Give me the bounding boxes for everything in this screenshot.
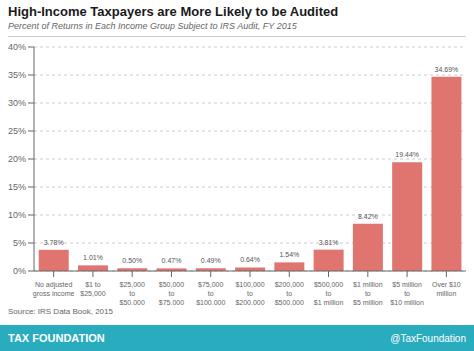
html-text:Source: IRS Data Book, 2015: Source: IRS Data Book, 2015 [8,307,113,316]
svg-text:0.49%: 0.49% [201,257,221,264]
svg-text:$75,000to$100,000: $75,000to$100,000 [196,281,225,305]
svg-text:5%: 5% [13,238,26,248]
html-text:High-Income Taxpayers are More: High-Income Taxpayers are More Likely to… [8,4,339,19]
svg-text:30%: 30% [8,98,26,108]
svg-text:20%: 20% [8,154,26,164]
svg-text:Over $10million: Over $10million [432,281,461,297]
html-text:Percent of Returns in Each Inc: Percent of Returns in Each Income Group … [8,21,297,31]
svg-text:25%: 25% [8,126,26,136]
svg-text:$200,000to$500,000: $200,000to$500,000 [275,281,304,305]
svg-text:$50,000to$75,000: $50,000to$75,000 [159,281,184,305]
html-text:TAX FOUNDATION: TAX FOUNDATION [8,332,105,344]
svg-text:1.54%: 1.54% [279,251,299,258]
svg-text:15%: 15% [8,182,26,192]
svg-text:40%: 40% [8,42,26,52]
svg-text:8.42%: 8.42% [358,213,378,220]
svg-text:10%: 10% [8,210,26,220]
svg-text:19.44%: 19.44% [395,151,419,158]
svg-text:1.01%: 1.01% [83,254,103,261]
svg-text:$100,000to$200,000: $100,000to$200,000 [235,281,264,305]
svg-text:0.64%: 0.64% [240,256,260,263]
svg-text:$500,000to$1 million: $500,000to$1 million [314,281,344,305]
svg-text:$25,000to$50,000: $25,000to$50,000 [120,281,145,305]
html-text:@TaxFoundation: @TaxFoundation [390,332,466,344]
svg-text:0%: 0% [13,266,26,276]
svg-text:3.78%: 3.78% [44,239,64,246]
svg-text:No adjustedgross income: No adjustedgross income [33,281,75,298]
svg-text:34.69%: 34.69% [435,66,459,73]
svg-text:$5 millionto$10 million: $5 millionto$10 million [390,281,424,305]
svg-text:35%: 35% [8,70,26,80]
svg-text:$1 to$25,000: $1 to$25,000 [80,281,105,297]
svg-text:0.50%: 0.50% [122,257,142,264]
svg-text:3.81%: 3.81% [319,239,339,246]
svg-text:0.47%: 0.47% [162,257,182,264]
svg-text:$1 millionto$5 million: $1 millionto$5 million [353,281,383,305]
